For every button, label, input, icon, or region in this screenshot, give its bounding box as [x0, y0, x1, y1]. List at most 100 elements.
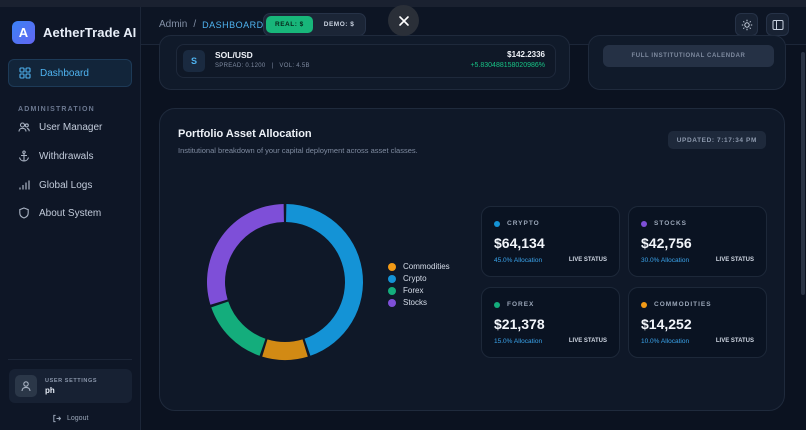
section-label-administration: ADMINISTRATION	[18, 106, 95, 113]
stat-card-stocks[interactable]: STOCKS $42,756 30.0% Allocation LIVE STA…	[628, 206, 767, 277]
stat-color-dot	[494, 220, 500, 227]
breadcrumb-root[interactable]: Admin	[159, 19, 188, 30]
stat-status: LIVE STATUS	[715, 338, 754, 344]
legend-item-stocks[interactable]: Stocks	[388, 298, 450, 307]
ticker-separator: |	[271, 63, 274, 69]
stat-allocation: 10.0% Allocation	[641, 338, 690, 345]
mode-demo-button[interactable]: DEMO: $	[323, 21, 355, 28]
stat-name: CRYPTO	[507, 220, 540, 227]
donut-slice-forex[interactable]	[211, 301, 266, 356]
legend-swatch	[388, 298, 396, 307]
sidebar-item-dashboard[interactable]: Dashboard	[8, 59, 132, 87]
legend-label: Stocks	[403, 298, 428, 307]
chart-legend: Commodities Crypto Forex Stocks	[388, 262, 450, 307]
stat-header: COMMODITIES	[641, 301, 712, 308]
stat-card-forex[interactable]: FOREX $21,378 15.0% Allocation LIVE STAT…	[481, 287, 620, 358]
logout-label: Logout	[67, 415, 89, 422]
stat-color-dot	[641, 301, 647, 308]
stat-allocation: 45.0% Allocation	[494, 257, 543, 264]
sidebar-item-global-logs[interactable]: Global Logs	[8, 171, 132, 199]
sidebar-item-label: User Manager	[39, 121, 103, 133]
stat-name: COMMODITIES	[654, 301, 712, 308]
user-meta: USER SETTINGS ph	[45, 378, 97, 395]
logout-icon	[53, 414, 61, 423]
account-mode-toggle: REAL: $ DEMO: $	[263, 13, 367, 36]
user-settings-label: USER SETTINGS	[45, 377, 98, 384]
avatar	[15, 375, 37, 397]
brand-name: AetherTrade AI	[43, 25, 137, 40]
user-name: ph	[45, 385, 55, 395]
legend-item-commodities[interactable]: Commodities	[388, 262, 450, 271]
legend-label: Commodities	[403, 262, 450, 271]
stat-value: $21,378	[494, 316, 545, 332]
sidebar-panel-icon	[772, 19, 783, 30]
legend-label: Crypto	[403, 274, 427, 283]
ticker-symbol: SOL/USD	[215, 50, 253, 60]
ticker-symbol-icon: S	[183, 50, 205, 72]
legend-label: Forex	[403, 286, 424, 295]
user-settings-card[interactable]: USER SETTINGS ph	[9, 369, 132, 403]
sidebar: A AetherTrade AI Dashboard ADMINISTRATIO…	[0, 7, 141, 430]
donut-slice-stocks[interactable]	[207, 204, 284, 305]
market-ticker-card: S SOL/USD SPREAD: 0.1200 | VOL: 4.5B $14…	[159, 35, 570, 90]
updated-timestamp-badge: UPDATED: 7:17:34 PM	[667, 131, 766, 149]
theme-toggle-button[interactable]	[735, 13, 758, 36]
users-icon	[18, 122, 30, 132]
close-button[interactable]	[388, 5, 419, 36]
stat-card-crypto[interactable]: CRYPTO $64,134 45.0% Allocation LIVE STA…	[481, 206, 620, 277]
stat-allocation: 30.0% Allocation	[641, 257, 690, 264]
brand[interactable]: A AetherTrade AI	[12, 21, 136, 44]
stat-header: STOCKS	[641, 220, 687, 227]
sidebar-item-user-manager[interactable]: User Manager	[8, 113, 132, 141]
stat-name: FOREX	[507, 301, 535, 308]
donut-slice-crypto[interactable]	[286, 204, 364, 356]
stat-value: $42,756	[641, 235, 692, 251]
sidebar-item-label: Dashboard	[40, 67, 89, 79]
calendar-card: FULL INSTITUTIONAL CALENDAR	[588, 35, 786, 90]
legend-item-forex[interactable]: Forex	[388, 286, 450, 295]
allocation-donut-chart	[207, 204, 364, 360]
sidebar-item-withdrawals[interactable]: Withdrawals	[8, 142, 132, 170]
legend-swatch	[388, 262, 396, 271]
ticker-row[interactable]: S SOL/USD SPREAD: 0.1200 | VOL: 4.5B $14…	[176, 44, 556, 78]
ticker-meta: SPREAD: 0.1200 | VOL: 4.5B	[215, 63, 310, 69]
mode-real-button[interactable]: REAL: $	[266, 16, 313, 33]
grid-icon	[19, 67, 31, 79]
shield-icon	[19, 207, 29, 219]
portfolio-allocation-card: Portfolio Asset Allocation Institutional…	[159, 108, 785, 411]
brand-logo: A	[12, 21, 35, 44]
legend-swatch	[388, 286, 396, 295]
stat-value: $64,134	[494, 235, 545, 251]
ticker-volume: VOL: 4.5B	[279, 63, 310, 69]
ticker-spread: SPREAD: 0.1200	[215, 63, 266, 69]
sidebar-item-label: About System	[39, 207, 102, 219]
stat-card-commodities[interactable]: COMMODITIES $14,252 10.0% Allocation LIV…	[628, 287, 767, 358]
user-icon	[21, 381, 31, 392]
sun-icon	[741, 19, 752, 30]
stat-color-dot	[494, 301, 500, 308]
sidebar-item-about-system[interactable]: About System	[8, 199, 132, 227]
sidebar-item-label: Withdrawals	[39, 150, 94, 162]
stat-header: CRYPTO	[494, 220, 540, 227]
donut-slice-commodities[interactable]	[262, 339, 308, 360]
page-scrollbar[interactable]	[801, 52, 805, 295]
legend-item-crypto[interactable]: Crypto	[388, 274, 450, 283]
anchor-icon	[18, 150, 30, 162]
main-content: S SOL/USD SPREAD: 0.1200 | VOL: 4.5B $14…	[141, 35, 806, 430]
allocation-title: Portfolio Asset Allocation	[178, 128, 312, 140]
ticker-change: +5.830488158020986%	[470, 62, 545, 69]
breadcrumb: Admin / DASHBOARD	[159, 19, 264, 30]
stat-header: FOREX	[494, 301, 534, 308]
sidebar-divider	[8, 359, 132, 360]
breadcrumb-separator: /	[193, 19, 197, 30]
sidebar-item-label: Global Logs	[39, 179, 93, 191]
logout-button[interactable]: Logout	[52, 414, 88, 423]
ticker-price: $142.2336	[507, 50, 545, 59]
stat-status: LIVE STATUS	[568, 338, 607, 344]
close-icon	[398, 15, 409, 26]
window-top-strip	[0, 0, 806, 7]
bar-chart-icon	[19, 180, 30, 190]
panel-toggle-button[interactable]	[766, 13, 789, 36]
full-calendar-button[interactable]: FULL INSTITUTIONAL CALENDAR	[603, 45, 774, 67]
